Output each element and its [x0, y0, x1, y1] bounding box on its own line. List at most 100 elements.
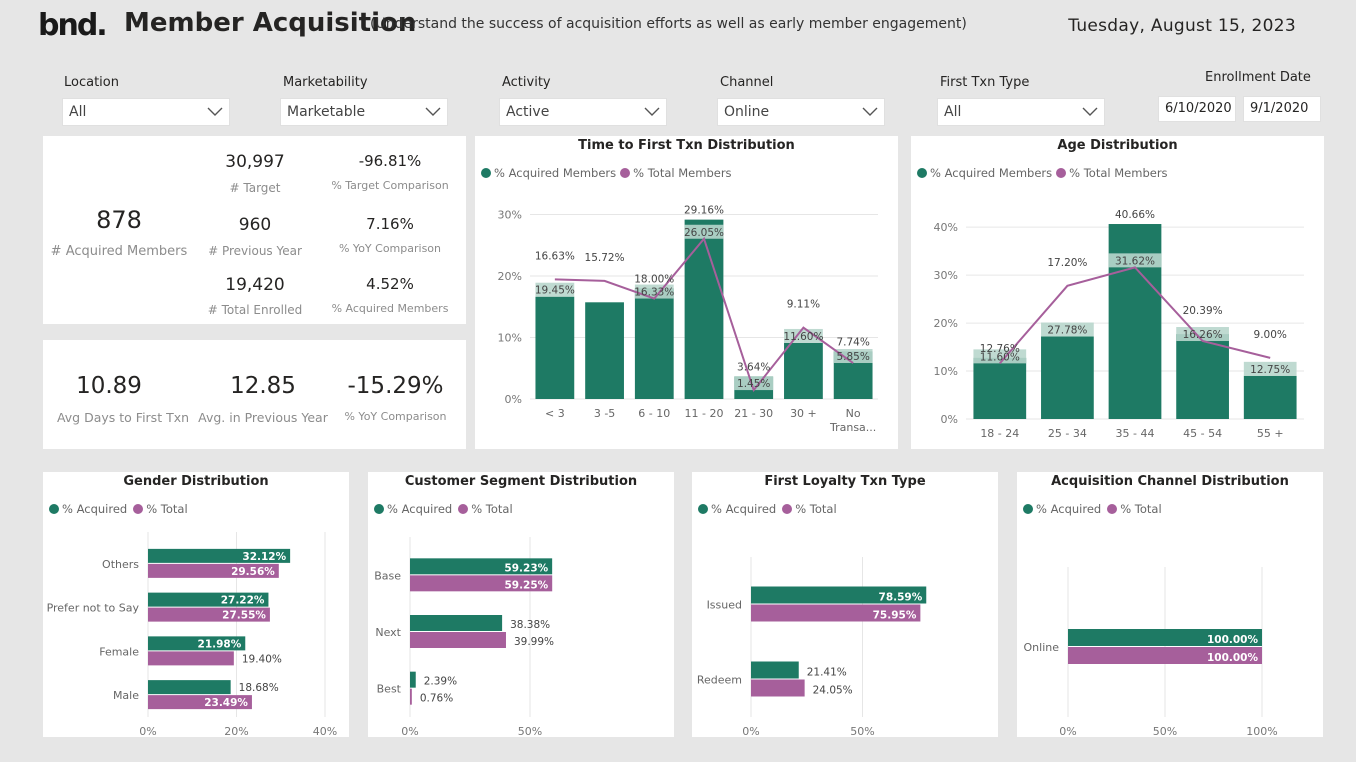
slicer-label-location: Location: [64, 75, 119, 90]
bar-total: [410, 575, 553, 592]
bar-acquired: [1176, 334, 1229, 419]
gender-distribution-chart: 0% 20% 40% Others 32.12% 29.56% Prefer not to …: [47, 532, 337, 737]
bar-acquired: [535, 296, 575, 399]
data-label-total: 16.26%: [1183, 329, 1223, 341]
slicer-label-marketability: Marketability: [283, 75, 368, 90]
y-category-label: Next: [375, 626, 401, 639]
x-tick-label: 40%: [313, 725, 337, 737]
y-category-label: Issued: [707, 599, 742, 612]
bar-total: [148, 695, 252, 710]
legend-dot-acquired: [49, 504, 59, 514]
x-tick-label: 0%: [1059, 725, 1076, 737]
legend-dot-acquired: [481, 168, 491, 178]
page-subtitle: (Understand the success of acquisition e…: [370, 16, 967, 32]
legend-dot-acquired: [698, 504, 708, 514]
data-label-total: 27.55%: [222, 610, 266, 622]
data-label-acquired: 29.16%: [684, 205, 724, 217]
acquired-members-value: 878: [96, 206, 142, 234]
enrollment-date-label: Enrollment Date: [1205, 70, 1311, 85]
marketability-value: Marketable: [287, 104, 366, 120]
bar-total: [148, 651, 234, 666]
chevron-down-icon: [207, 107, 223, 116]
chart-title: Gender Distribution: [123, 474, 269, 489]
x-tick-label: 0%: [401, 725, 418, 737]
report-date: Tuesday, August 15, 2023: [1068, 16, 1296, 36]
age-distribution-chart: 0% 10% 20% 30% 40% 18 - 24 25 - 34 35 - 44 45 - …: [934, 209, 1304, 440]
data-label-acquired: 40.66%: [1115, 209, 1155, 221]
bar-acquired: [784, 342, 823, 399]
acquisition-channel-chart: 0% 50% 100% Online 100.00% 100.00%: [1024, 567, 1278, 737]
legend-dot-acquired: [1023, 504, 1033, 514]
brand-logo: bnd.: [38, 8, 108, 43]
target-comparison-label: % Target Comparison: [331, 179, 449, 192]
chevron-down-icon: [1082, 107, 1098, 116]
avg-prev-year-value: 12.85: [230, 373, 296, 399]
bar-total: [1068, 647, 1262, 664]
acquisition-channel-card: Acquisition Channel Distribution % Acqui…: [1017, 472, 1323, 737]
chart-title: Customer Segment Distribution: [404, 474, 638, 489]
total-series-line: [999, 266, 1271, 365]
x-tick-label: 11 - 20: [685, 407, 724, 420]
y-category-label: Online: [1024, 641, 1060, 654]
bar-acquired: [751, 661, 799, 679]
legend-label: % Acquired: [711, 502, 777, 516]
y-tick-label: 30%: [498, 208, 522, 221]
yoy-comparison-label: % YoY Comparison: [338, 242, 441, 255]
channel-value: Online: [724, 104, 770, 120]
first-txn-type-dropdown[interactable]: All: [937, 98, 1105, 126]
y-tick-label: 0%: [941, 413, 958, 426]
y-category-label: Prefer not to Say: [47, 602, 140, 615]
legend-label: % Total Members: [1069, 166, 1168, 180]
x-tick-label: 25 - 34: [1048, 427, 1087, 440]
data-label-total: 19.45%: [535, 285, 575, 297]
legend-dot-acquired: [374, 504, 384, 514]
enrollment-start-input[interactable]: 6/10/2020: [1158, 96, 1236, 122]
bar-highlight: [1108, 253, 1162, 268]
activity-dropdown[interactable]: Active: [499, 98, 667, 126]
chart-legend: % Acquired % Total: [698, 502, 837, 516]
location-dropdown[interactable]: All: [62, 98, 230, 126]
data-label-total: 5.85%: [836, 351, 869, 363]
kpi-card-acquisition: 878 # Acquired Members 30,997 # Target -…: [43, 136, 466, 324]
bar-acquired: [751, 586, 927, 604]
total-enrolled-value: 19,420: [225, 275, 285, 295]
channel-dropdown[interactable]: Online: [717, 98, 885, 126]
data-label-acquired: 100.00%: [1207, 634, 1259, 646]
data-label-acquired: 9.11%: [787, 299, 820, 311]
y-tick-label: 30%: [934, 269, 958, 282]
kpi-card-first-txn: 10.89 Avg Days to First Txn 12.85 Avg. i…: [43, 340, 466, 449]
bar-highlight: [973, 349, 1027, 364]
previous-year-value: 960: [238, 215, 272, 235]
y-tick-label: 0%: [505, 393, 522, 406]
chevron-down-icon: [862, 107, 878, 116]
data-label-acquired: 7.74%: [836, 336, 869, 348]
bar-highlight: [833, 349, 873, 364]
yoy-comparison-value: 7.16%: [366, 215, 414, 233]
x-tick-label: 3 -5: [594, 407, 615, 420]
first-loyalty-txn-card: First Loyalty Txn Type % Acquired % Tota…: [692, 472, 998, 737]
data-label-acquired: 59.23%: [504, 562, 548, 574]
x-tick-label: 100%: [1246, 725, 1277, 737]
bar-acquired: [148, 636, 246, 651]
avg-prev-year-label: Avg. in Previous Year: [198, 410, 328, 425]
marketability-dropdown[interactable]: Marketable: [280, 98, 448, 126]
x-tick-label: < 3: [545, 407, 565, 420]
bar-total: [751, 604, 921, 622]
legend-dot-total: [1056, 168, 1067, 178]
acquired-pct-label: % Acquired Members: [331, 302, 449, 315]
data-label-acquired: 12.76%: [980, 343, 1020, 355]
data-label-acquired: 18.68%: [239, 682, 279, 694]
legend-label: % Acquired Members: [494, 166, 617, 180]
legend-dot-total: [133, 504, 144, 514]
enrollment-end-input[interactable]: 9/1/2020: [1243, 96, 1321, 122]
legend-dot-total: [782, 504, 793, 514]
first-loyalty-txn-chart: 0% 50% Issued 78.59% 75.95% Redeem 21.41% 24.05…: [697, 557, 927, 737]
data-label-total: 24.05%: [813, 685, 853, 697]
bar-acquired: [148, 592, 269, 607]
data-label-total: 1.45%: [737, 378, 770, 390]
y-category-label: Others: [102, 558, 139, 571]
bar-acquired: [684, 219, 724, 399]
bar-highlight: [1176, 327, 1229, 342]
data-label-total: 0.76%: [420, 693, 453, 705]
data-label-total: 16.33%: [634, 287, 674, 299]
